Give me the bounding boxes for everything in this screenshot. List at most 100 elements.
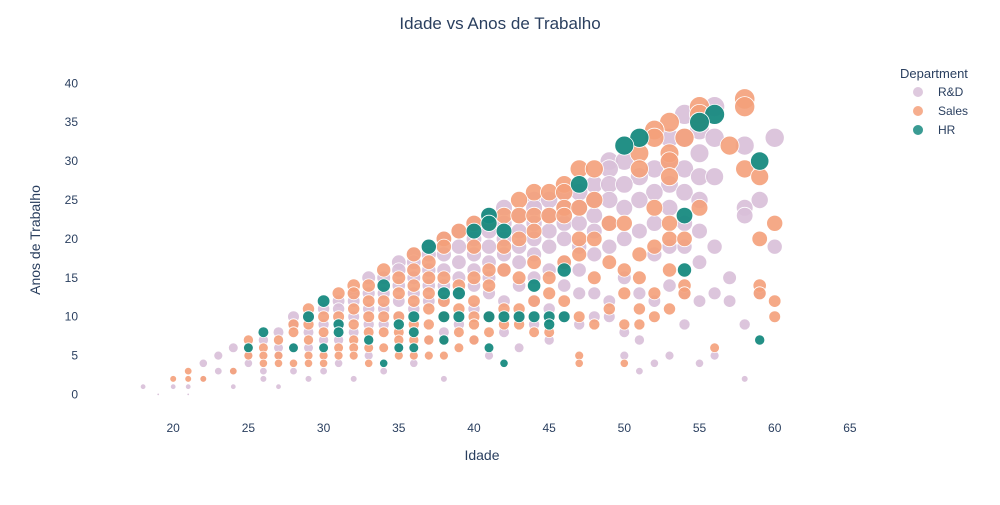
data-point-hr <box>393 342 405 354</box>
data-point-hr <box>465 222 483 240</box>
data-point-hr <box>257 326 270 339</box>
data-point-hr <box>407 310 421 324</box>
data-point-sales <box>391 286 406 301</box>
data-point-sales <box>258 358 268 368</box>
legend-label[interactable]: Sales <box>938 104 968 118</box>
data-point-sales <box>645 199 664 217</box>
legend-marker <box>913 106 923 116</box>
data-point-sales <box>719 135 740 156</box>
data-point-sales <box>632 270 647 286</box>
data-point-sales <box>676 230 693 248</box>
data-point-sales <box>378 342 390 354</box>
data-point-rd <box>766 238 783 255</box>
y-tick-label: 15 <box>65 271 79 285</box>
data-point-rd <box>630 190 649 209</box>
data-point-rd <box>451 254 467 270</box>
data-point-sales <box>662 262 678 278</box>
data-point-rd <box>184 383 192 390</box>
data-point-rd <box>541 238 558 255</box>
y-axis-title: Anos de Trabalho <box>27 185 43 295</box>
data-point-sales <box>690 199 709 217</box>
data-point-sales <box>735 159 755 179</box>
data-point-sales <box>601 254 618 270</box>
data-point-sales <box>423 350 434 361</box>
data-point-rd <box>379 366 388 376</box>
data-point-sales <box>588 318 601 331</box>
data-point-hr <box>316 294 331 308</box>
data-point-sales <box>199 375 208 383</box>
data-point-rd <box>601 238 618 255</box>
data-point-rd <box>689 143 710 164</box>
data-point-rd <box>228 342 239 354</box>
legend-marker <box>913 125 923 135</box>
data-point-rd <box>186 392 190 397</box>
data-point-rd <box>645 214 663 232</box>
data-point-sales <box>406 262 422 278</box>
data-point-hr <box>438 334 450 346</box>
data-point-hr <box>288 342 299 354</box>
data-point-rd <box>586 246 603 263</box>
data-point-rd <box>557 278 572 293</box>
data-point-hr <box>499 358 509 368</box>
data-point-hr <box>408 342 420 354</box>
data-point-rd <box>556 230 573 248</box>
data-point-hr <box>482 310 496 324</box>
x-tick-label: 45 <box>542 421 556 435</box>
data-point-sales <box>510 230 528 248</box>
data-point-sales <box>600 214 618 232</box>
data-point-hr <box>483 342 495 354</box>
data-point-hr <box>754 334 766 346</box>
data-point-rd <box>585 206 604 225</box>
data-point-rd <box>692 294 707 308</box>
legend-label[interactable]: R&D <box>938 85 964 99</box>
data-point-sales <box>511 270 527 286</box>
data-point-rd <box>440 375 448 383</box>
data-point-rd <box>722 270 737 286</box>
data-point-rd <box>632 286 647 301</box>
data-point-sales <box>362 310 376 324</box>
data-point-sales <box>557 294 571 308</box>
data-point-hr <box>556 262 572 278</box>
data-point-rd <box>540 222 558 240</box>
legend[interactable]: Department R&D Sales HR <box>900 66 968 137</box>
data-point-sales <box>646 238 663 255</box>
data-point-sales <box>421 270 437 286</box>
data-point-sales <box>496 262 512 278</box>
data-point-sales <box>660 167 679 187</box>
data-point-rd <box>587 286 602 301</box>
x-tick-label: 50 <box>618 421 632 435</box>
data-point-hr <box>451 286 466 301</box>
data-point-sales <box>674 127 695 148</box>
data-point-sales <box>661 214 679 232</box>
x-tick-label: 40 <box>467 421 481 435</box>
data-point-rd <box>259 366 268 376</box>
y-tick-label: 35 <box>65 115 79 129</box>
data-points <box>139 88 785 397</box>
data-point-sales <box>629 159 649 179</box>
legend-label[interactable]: HR <box>938 123 956 137</box>
data-point-sales <box>618 318 631 331</box>
data-point-hr <box>376 278 391 293</box>
data-point-sales <box>766 214 784 232</box>
data-point-rd <box>230 383 237 390</box>
x-tick-label: 25 <box>242 421 256 435</box>
data-point-sales <box>346 286 361 301</box>
chart-title: Idade vs Anos de Trabalho <box>399 14 600 33</box>
data-point-rd <box>304 375 313 383</box>
data-point-sales <box>615 214 633 232</box>
data-point-sales <box>495 206 513 225</box>
data-point-hr <box>750 151 770 171</box>
data-point-sales <box>317 326 330 339</box>
data-point-sales <box>303 358 314 368</box>
data-point-hr <box>243 342 254 354</box>
data-point-rd <box>678 318 691 331</box>
data-point-rd <box>631 222 648 240</box>
data-point-rd <box>570 214 588 232</box>
data-point-sales <box>272 334 284 346</box>
data-point-sales <box>585 190 604 209</box>
data-point-sales <box>541 270 557 286</box>
data-point-rd <box>275 383 282 390</box>
data-point-sales <box>677 286 692 301</box>
data-point-sales <box>619 358 629 368</box>
data-point-rd <box>513 342 525 354</box>
